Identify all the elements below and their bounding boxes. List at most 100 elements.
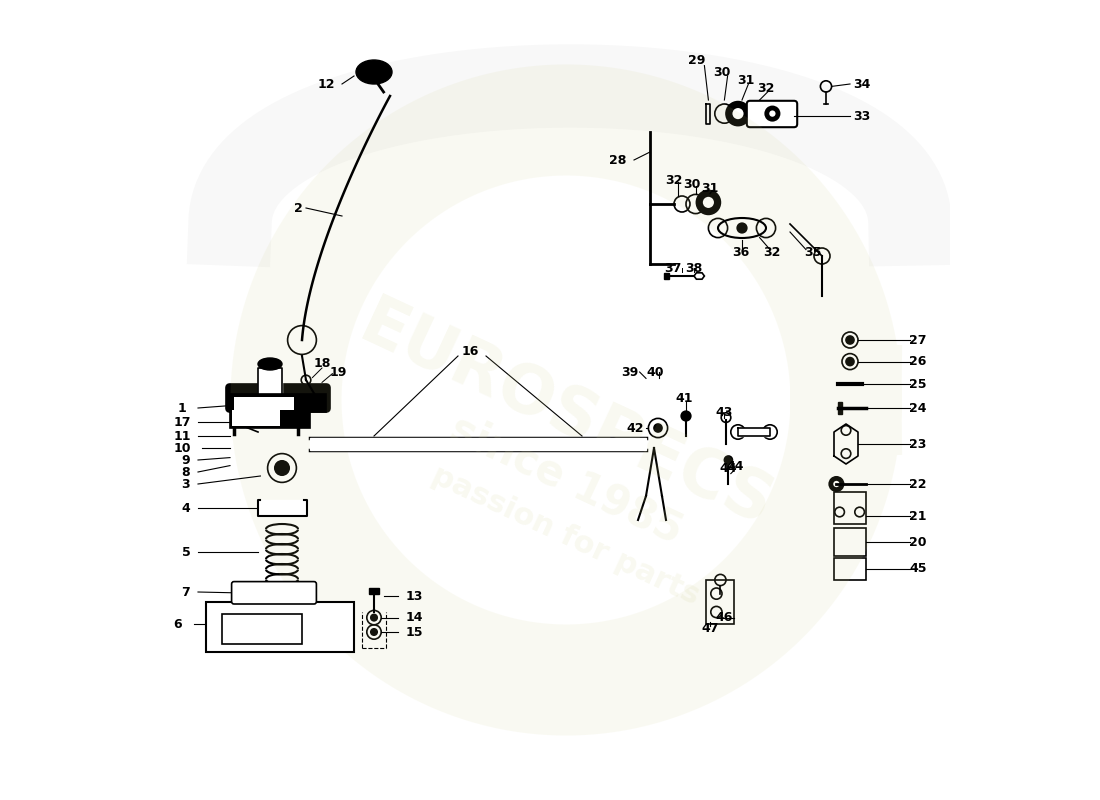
Text: 36: 36: [732, 246, 749, 258]
Text: 34: 34: [854, 78, 871, 90]
Text: 3: 3: [182, 478, 190, 490]
Bar: [230, 394, 326, 412]
Text: 41: 41: [675, 392, 693, 405]
Circle shape: [833, 480, 840, 488]
Text: 25: 25: [910, 378, 926, 390]
Text: 5: 5: [182, 546, 190, 558]
Circle shape: [842, 332, 858, 348]
Polygon shape: [694, 273, 704, 279]
Bar: [310, 438, 646, 450]
Circle shape: [287, 326, 317, 354]
Circle shape: [702, 196, 715, 209]
Text: 13: 13: [405, 590, 422, 602]
Bar: [706, 580, 734, 624]
Circle shape: [654, 424, 662, 432]
Text: 44: 44: [727, 460, 745, 473]
Text: 11: 11: [174, 430, 190, 442]
Circle shape: [371, 629, 377, 635]
Circle shape: [757, 218, 776, 238]
Text: 18: 18: [314, 358, 331, 370]
Polygon shape: [258, 500, 307, 516]
Text: 10: 10: [174, 442, 190, 454]
Bar: [370, 588, 378, 594]
Text: 26: 26: [910, 355, 926, 368]
Circle shape: [730, 425, 745, 439]
Circle shape: [243, 588, 252, 598]
FancyBboxPatch shape: [226, 384, 330, 412]
Circle shape: [696, 190, 720, 214]
Text: 21: 21: [910, 510, 926, 522]
Text: 30: 30: [683, 178, 701, 190]
Bar: [834, 492, 866, 524]
Text: since 1985: since 1985: [443, 408, 689, 552]
Text: 19: 19: [329, 366, 346, 378]
Text: 23: 23: [910, 438, 926, 450]
Text: 20: 20: [910, 536, 926, 549]
Circle shape: [708, 218, 727, 238]
Circle shape: [275, 461, 289, 475]
Text: 22: 22: [910, 478, 926, 490]
Bar: [232, 410, 279, 426]
Circle shape: [762, 425, 778, 439]
Circle shape: [294, 588, 302, 598]
Text: 16: 16: [461, 346, 478, 358]
Text: 33: 33: [854, 110, 870, 122]
Text: 45: 45: [910, 562, 926, 575]
Text: 15: 15: [405, 626, 422, 638]
Circle shape: [648, 418, 668, 438]
Text: 7: 7: [182, 586, 190, 598]
Bar: [234, 397, 294, 410]
Text: 31: 31: [702, 182, 718, 194]
Bar: [834, 528, 866, 556]
Circle shape: [681, 411, 691, 421]
Text: 8: 8: [182, 466, 190, 478]
Circle shape: [732, 107, 745, 120]
Text: 32: 32: [666, 174, 683, 186]
Circle shape: [814, 248, 830, 264]
Bar: [222, 614, 302, 644]
Text: 42: 42: [627, 422, 645, 434]
Text: 38: 38: [685, 262, 703, 274]
Polygon shape: [738, 428, 770, 436]
Circle shape: [725, 456, 733, 464]
Bar: [664, 273, 669, 279]
FancyBboxPatch shape: [232, 582, 317, 604]
Text: 35: 35: [804, 246, 821, 258]
Text: 6: 6: [174, 618, 183, 630]
Ellipse shape: [356, 60, 392, 84]
Text: 39: 39: [621, 366, 639, 378]
Text: 24: 24: [910, 402, 926, 414]
Circle shape: [371, 614, 377, 621]
FancyBboxPatch shape: [747, 101, 798, 127]
Text: 44: 44: [719, 462, 737, 474]
Text: 30: 30: [713, 66, 730, 78]
Ellipse shape: [258, 358, 282, 370]
Text: 2: 2: [294, 202, 302, 214]
Text: 46: 46: [716, 611, 733, 624]
Bar: [230, 408, 310, 428]
Circle shape: [766, 106, 780, 121]
Text: 12: 12: [317, 78, 334, 90]
Text: 43: 43: [716, 406, 733, 418]
Bar: [838, 402, 842, 414]
Text: 47: 47: [702, 622, 718, 634]
Text: 28: 28: [609, 154, 627, 166]
Text: 29: 29: [688, 54, 705, 66]
Text: 14: 14: [405, 611, 422, 624]
Text: 9: 9: [182, 454, 190, 466]
Circle shape: [726, 102, 750, 126]
Text: 32: 32: [757, 82, 774, 94]
Bar: [206, 602, 354, 652]
Text: passion for parts: passion for parts: [428, 461, 705, 611]
Text: EUROSPECS: EUROSPECS: [349, 291, 783, 541]
Circle shape: [842, 354, 858, 370]
Text: 40: 40: [647, 366, 664, 378]
Text: 32: 32: [763, 246, 780, 258]
Bar: [834, 558, 866, 580]
Circle shape: [846, 358, 854, 366]
Text: 17: 17: [174, 416, 190, 429]
Circle shape: [296, 388, 308, 401]
Circle shape: [829, 477, 844, 491]
Text: 31: 31: [737, 74, 755, 86]
Text: 4: 4: [182, 502, 190, 514]
